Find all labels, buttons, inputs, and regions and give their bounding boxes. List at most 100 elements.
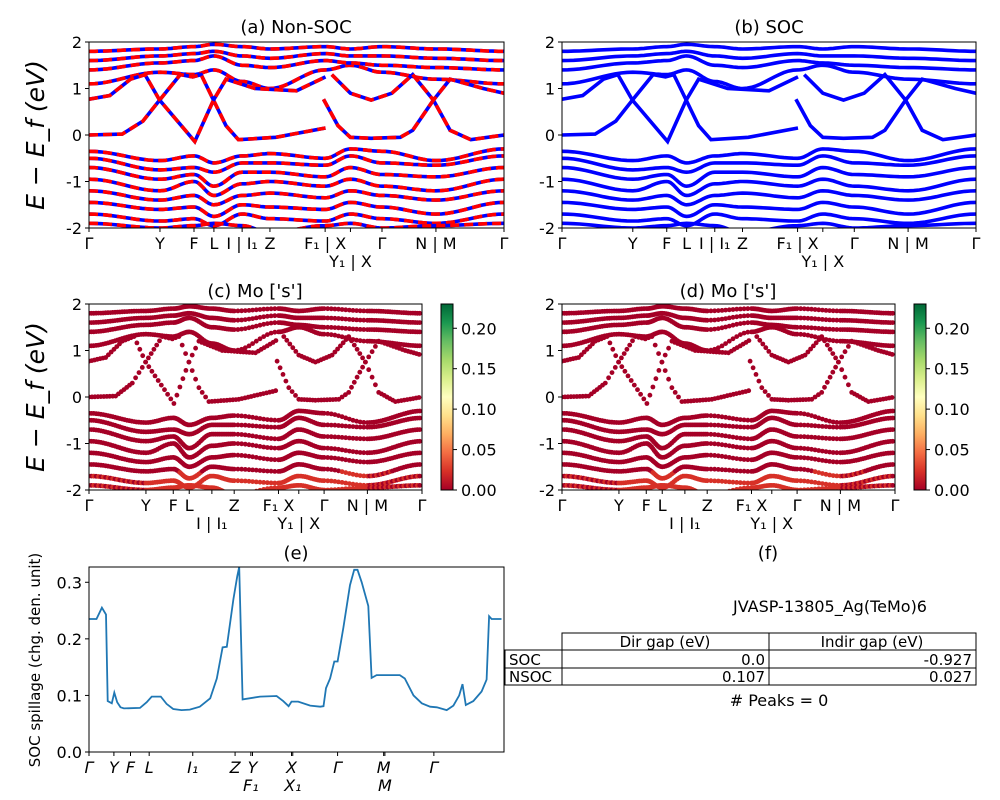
scatter-point [704,431,710,437]
colorbar-tick-label: 0.05 [461,441,497,460]
x-tick-label: L [185,496,194,515]
scatter-point [708,431,714,437]
scatter-point [242,422,248,428]
scatter-point [805,479,811,484]
scatter-point [808,346,813,352]
scatter-point [820,448,825,454]
scatter-point [630,338,635,344]
scatter-point [745,457,751,463]
scatter-point [812,456,818,462]
scatter-point [284,337,290,343]
scatter-point [247,491,252,496]
scatter-point [268,457,274,462]
scatter-point [798,422,804,428]
scatter-point [328,467,334,472]
scatter-point [745,469,751,474]
scatter-point [328,434,334,440]
x-tick-label: Γ [85,496,94,515]
scatter-point [250,433,256,439]
scatter-point [830,327,836,332]
scatter-point [332,306,338,312]
scatter-point [730,487,736,490]
scatter-point [798,315,804,321]
scatter-point [730,336,736,342]
x-tick-label: N | M [415,234,456,253]
scatter-point [730,307,736,312]
scatter-point [354,482,359,488]
scatter-point [816,435,822,441]
scatter-point [708,413,714,419]
scatter-point [343,435,349,441]
scatter-point [239,441,245,447]
scatter-point [321,455,327,460]
scatter-point [265,456,270,462]
scatter-point [827,482,832,488]
table-row-label: NSOC [509,668,552,686]
scatter-point [809,487,814,490]
x-tick-label: F [662,234,671,253]
scatter-point [253,415,259,421]
panel-e-title: (e) [283,543,308,564]
scatter-point [730,479,736,485]
x-tick-label: M [378,776,392,795]
band-line-dashed [89,42,504,54]
scatter-point [242,308,248,313]
scatter-point [332,487,338,490]
scatter-point [816,480,822,486]
scatter-point [647,392,653,398]
scatter-point [242,432,248,438]
scatter-point [726,423,732,429]
scatter-point [332,467,338,473]
scatter-point [336,479,341,485]
scatter-point [357,317,363,323]
scatter-point [726,323,732,329]
scatter-point [704,478,710,484]
scatter-point [662,368,668,373]
scatter-point [712,413,717,419]
scatter-point [890,438,895,444]
scatter-point [816,423,822,429]
scatter-point [827,326,832,332]
scatter-point [265,321,270,326]
scatter-point [805,422,811,428]
scatter-point [616,359,621,365]
scatter-point [361,473,367,479]
scatter-point [760,341,766,347]
scatter-point [823,317,829,323]
scatter-point [704,441,710,446]
scatter-point [361,327,367,332]
scatter-point [417,408,422,414]
x-tick-label: L [145,758,154,777]
scatter-point [146,355,151,361]
scatter-point [231,466,237,472]
scatter-point [347,307,352,313]
scatter-point [656,351,661,356]
scatter-point [193,345,199,351]
x-tick-label: Γ [418,496,427,515]
scatter-point [339,307,345,312]
x-tick-label: F₁ | X [776,234,818,253]
scatter-point [231,452,237,458]
scatter-point [357,327,363,332]
scatter-point [734,416,740,422]
scatter-point [265,313,270,319]
scatter-point [347,448,352,454]
scatter-point [354,326,359,332]
scatter-point [325,478,331,484]
scatter-point [612,365,618,370]
scatter-point [246,442,252,448]
scatter-point [346,390,352,395]
scatter-point [332,479,338,484]
scatter-point [842,349,848,355]
scatter-point [235,441,241,446]
scatter-point [239,478,245,484]
scatter-point [745,480,751,486]
scatter-point [820,307,825,313]
scatter-point [726,315,732,321]
scatter-point [336,333,341,339]
scatter-point [798,306,804,312]
scatter-point [148,351,154,356]
scatter-point [261,444,267,450]
scatter-point [417,462,422,467]
scatter-point [339,435,345,440]
